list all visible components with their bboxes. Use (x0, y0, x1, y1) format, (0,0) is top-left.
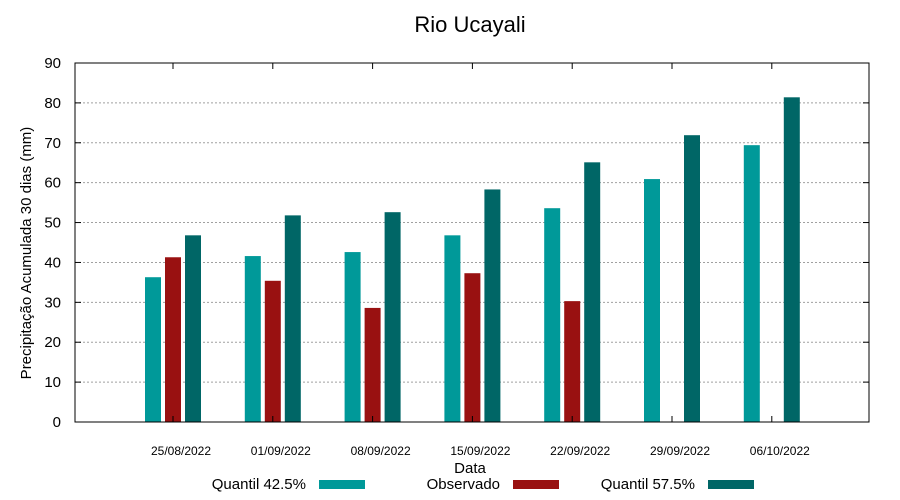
legend-label: Observado (427, 476, 500, 493)
bar-quantil-57-5--6 (783, 97, 800, 422)
bars (145, 97, 800, 422)
y-tick-label: 50 (44, 215, 61, 232)
bar-quantil-42-5--1 (244, 256, 261, 422)
bar-quantil-42-5--4 (544, 208, 561, 422)
y-tick-label: 90 (44, 55, 61, 72)
y-axis-label: Precipitação Acumulada 30 dias (mm) (18, 127, 35, 380)
legend-label: Quantil 57.5% (601, 476, 695, 493)
bar-quantil-57-5--5 (684, 135, 700, 422)
x-tick-label: 01/09/2022 (251, 444, 311, 458)
bar-quantil-42-5--2 (344, 252, 361, 422)
y-tick-label: 80 (44, 95, 61, 112)
legend: Quantil 42.5% Observado Quantil 57.5% (212, 476, 754, 493)
x-tick-label: 06/10/2022 (750, 444, 810, 458)
x-tick-label: 25/08/2022 (151, 444, 211, 458)
axes: 0 10 20 30 40 50 60 70 80 90 25/08/2022 01/09/2022 0… (44, 55, 869, 458)
x-tick-label: 22/09/2022 (550, 444, 610, 458)
bar-observado-1 (264, 280, 281, 422)
legend-swatch (513, 480, 559, 489)
bar-quantil-57-5--3 (484, 189, 501, 422)
bar-quantil-57-5--2 (384, 212, 401, 422)
bar-quantil-57-5--0 (185, 235, 201, 422)
bar-quantil-42-5--6 (743, 145, 760, 422)
chart-title: Rio Ucayali (414, 12, 525, 37)
bar-quantil-42-5--3 (444, 235, 461, 422)
bar-quantil-57-5--4 (584, 162, 601, 422)
y-tick-label: 0 (53, 414, 61, 431)
legend-swatch (708, 480, 754, 489)
y-tick-label: 30 (44, 294, 61, 311)
y-tick-label: 70 (44, 135, 61, 152)
x-tick-label: 29/09/2022 (650, 444, 710, 458)
bar-observado-2 (364, 307, 381, 422)
bar-quantil-42-5--5 (644, 179, 660, 422)
y-tick-label: 20 (44, 334, 61, 351)
legend-swatch (319, 480, 365, 489)
bar-quantil-42-5--0 (145, 277, 161, 422)
y-tick-label: 40 (44, 254, 61, 271)
bar-observado-0 (165, 257, 181, 422)
x-tick-label: 15/09/2022 (450, 444, 510, 458)
bar-observado-4 (564, 301, 581, 422)
bar-observado-3 (464, 273, 481, 422)
legend-label: Quantil 42.5% (212, 476, 306, 493)
x-axis-label: Data (454, 460, 486, 477)
x-tick-label: 08/09/2022 (351, 444, 411, 458)
bar-quantil-57-5--1 (284, 215, 301, 422)
y-tick-label: 10 (44, 374, 61, 391)
y-tick-label: 60 (44, 175, 61, 192)
